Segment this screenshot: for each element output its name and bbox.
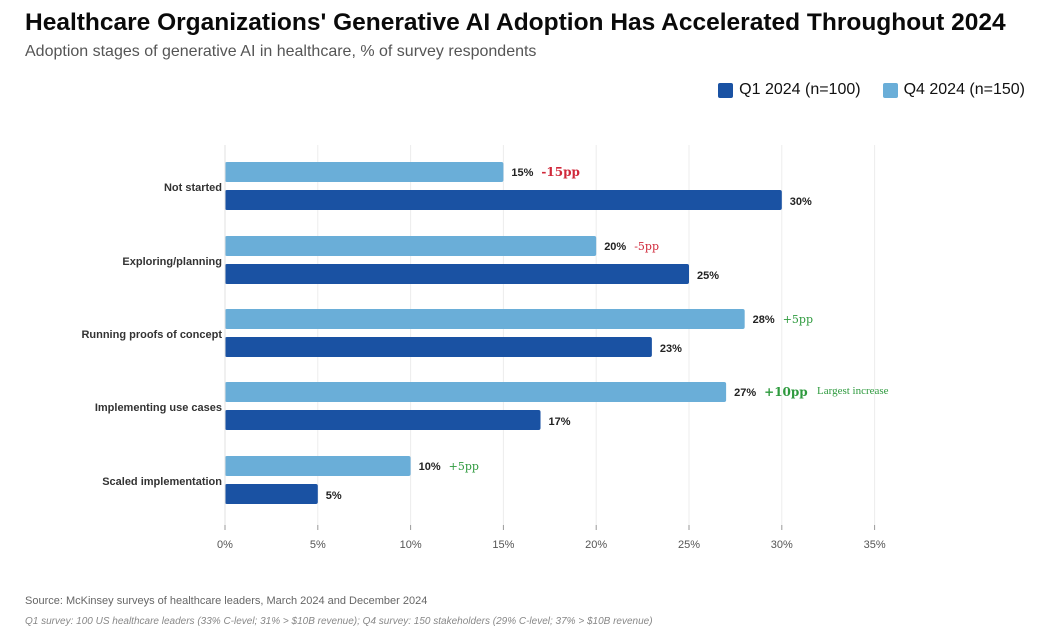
- change-label: +5pp: [783, 313, 813, 326]
- annotation-largest-increase: Largest increase: [817, 385, 889, 397]
- bar-q1: [225, 410, 541, 430]
- bar-q4: [225, 456, 411, 476]
- data-label-q4: 28%: [753, 314, 775, 326]
- bar-q4: [225, 309, 745, 329]
- chart-title: Healthcare Organizations' Generative AI …: [25, 9, 1006, 36]
- change-label: +10pp: [764, 385, 808, 399]
- data-label-q1: 25%: [697, 270, 719, 282]
- x-tick-label: 20%: [585, 539, 607, 551]
- data-label-q4: 10%: [419, 461, 441, 473]
- legend-item-q1: Q1 2024 (n=100): [718, 81, 861, 99]
- bar-q4: [225, 382, 727, 402]
- chart-subtitle: Adoption stages of generative AI in heal…: [25, 43, 537, 60]
- x-tick-label: 25%: [678, 539, 700, 551]
- x-tick-label: 30%: [771, 539, 793, 551]
- legend-label-q4: Q4 2024 (n=150): [903, 81, 1025, 98]
- bar-q1: [225, 337, 652, 357]
- legend-swatch-q1: [718, 82, 734, 98]
- category-label: Not started: [164, 182, 222, 194]
- x-tick-label: 35%: [864, 539, 886, 551]
- legend: Q1 2024 (n=100) Q4 2024 (n=150): [718, 81, 1025, 99]
- change-label: +5pp: [449, 460, 479, 473]
- bar-q1: [225, 190, 782, 210]
- legend-label-q1: Q1 2024 (n=100): [739, 81, 861, 98]
- data-label-q1: 23%: [660, 343, 682, 355]
- data-label-q1: 17%: [549, 416, 571, 428]
- x-tick-label: 10%: [400, 539, 422, 551]
- category-label: Implementing use cases: [95, 402, 222, 414]
- source-note: Source: McKinsey surveys of healthcare l…: [25, 595, 428, 607]
- data-label-q4: 20%: [604, 241, 626, 253]
- x-tick-label: 15%: [492, 539, 514, 551]
- bar-chart: 0% 5% 10% 15% 20% 25% 30% 35% Not started 15% -15p…: [81, 145, 889, 551]
- category-label: Running proofs of concept: [81, 329, 222, 341]
- category-label: Exploring/planning: [122, 256, 222, 268]
- legend-item-q4: Q4 2024 (n=150): [882, 81, 1025, 99]
- bar-q1: [225, 264, 689, 284]
- data-label-q1: 5%: [326, 490, 342, 502]
- change-label: -5pp: [634, 240, 659, 253]
- category-label: Scaled implementation: [102, 476, 222, 488]
- survey-note: Q1 survey: 100 US healthcare leaders (33…: [25, 616, 653, 627]
- data-label-q4: 15%: [511, 167, 533, 179]
- x-tick-label: 0%: [217, 539, 233, 551]
- legend-swatch-q4: [882, 82, 898, 98]
- bar-q4: [225, 162, 504, 182]
- bar-q1: [225, 484, 318, 504]
- change-label: -15pp: [541, 165, 579, 179]
- x-tick-label: 5%: [310, 539, 326, 551]
- data-label-q1: 30%: [790, 196, 812, 208]
- bar-q4: [225, 236, 597, 256]
- data-label-q4: 27%: [734, 387, 756, 399]
